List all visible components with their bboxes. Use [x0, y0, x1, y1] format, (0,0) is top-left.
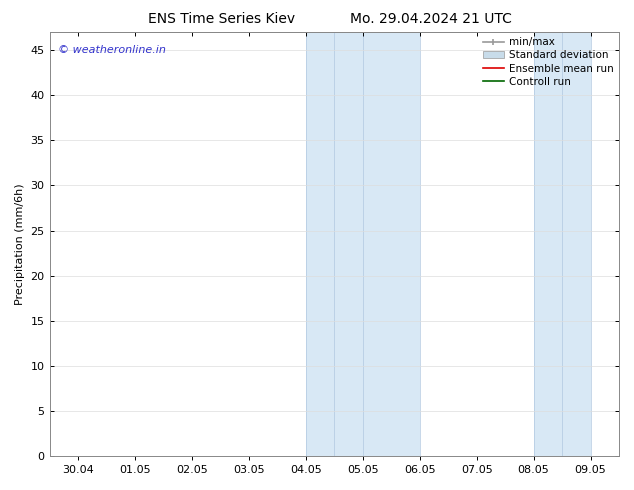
Bar	[334, 32, 363, 456]
Text: Mo. 29.04.2024 21 UTC: Mo. 29.04.2024 21 UTC	[350, 12, 512, 26]
Legend: min/max, Standard deviation, Ensemble mean run, Controll run: min/max, Standard deviation, Ensemble me…	[483, 37, 614, 87]
Text: ENS Time Series Kiev: ENS Time Series Kiev	[148, 12, 295, 26]
Bar	[534, 32, 562, 456]
Text: © weatheronline.in: © weatheronline.in	[58, 45, 166, 55]
Bar	[562, 32, 590, 456]
Y-axis label: Precipitation (mm/6h): Precipitation (mm/6h)	[15, 183, 25, 305]
Bar	[306, 32, 334, 456]
Bar	[363, 32, 420, 456]
